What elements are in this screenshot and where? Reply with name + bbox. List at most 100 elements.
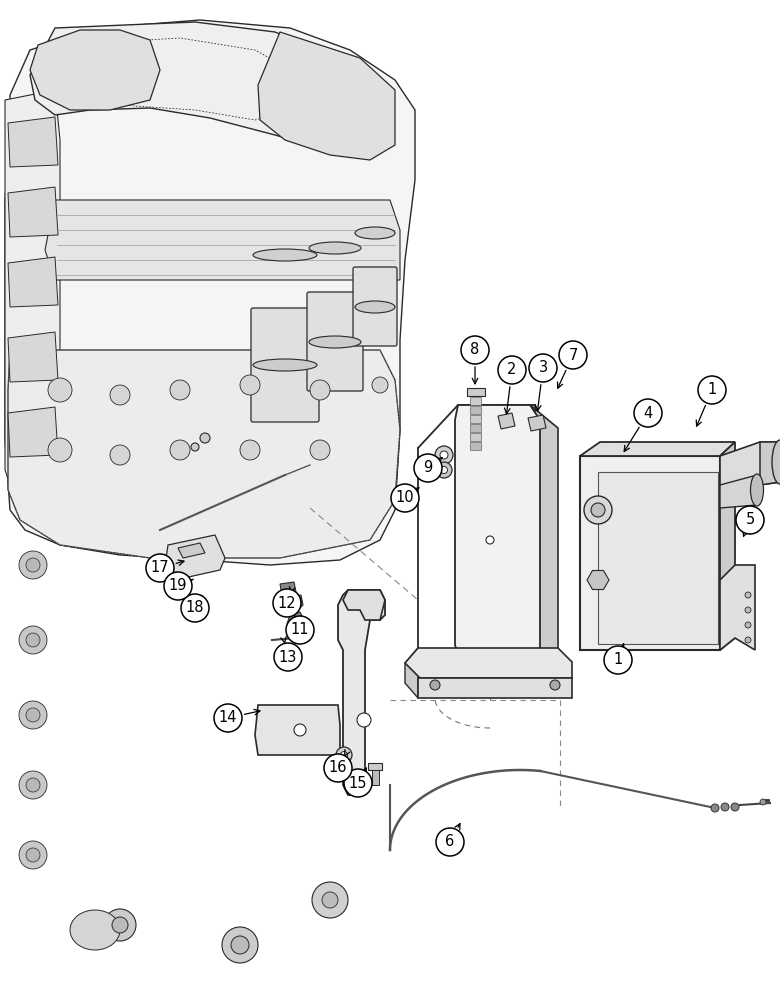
Circle shape [745, 637, 751, 643]
Polygon shape [5, 20, 415, 565]
Circle shape [550, 680, 560, 690]
Polygon shape [338, 590, 385, 795]
Bar [470, 406, 481, 414]
Circle shape [634, 399, 662, 427]
Text: 1: 1 [613, 652, 622, 668]
Circle shape [721, 803, 729, 811]
Polygon shape [405, 648, 572, 678]
Circle shape [170, 380, 190, 400]
Circle shape [164, 572, 192, 600]
Circle shape [357, 713, 371, 727]
Text: 3: 3 [538, 360, 548, 375]
Polygon shape [405, 648, 418, 698]
Circle shape [110, 445, 130, 465]
Polygon shape [255, 705, 340, 755]
Circle shape [736, 506, 764, 534]
Ellipse shape [309, 336, 361, 348]
Circle shape [19, 551, 47, 579]
Circle shape [711, 804, 719, 812]
Circle shape [698, 376, 726, 404]
Circle shape [19, 841, 47, 869]
Circle shape [559, 341, 587, 369]
Circle shape [191, 443, 199, 451]
Circle shape [731, 803, 739, 811]
Circle shape [324, 754, 352, 782]
Polygon shape [45, 200, 400, 280]
Circle shape [310, 380, 330, 400]
Circle shape [26, 848, 40, 862]
Circle shape [181, 594, 209, 622]
Ellipse shape [70, 910, 120, 950]
Polygon shape [580, 442, 735, 456]
Circle shape [48, 378, 72, 402]
Circle shape [372, 377, 388, 393]
Polygon shape [720, 442, 735, 650]
Polygon shape [8, 187, 58, 237]
Polygon shape [467, 388, 485, 396]
Polygon shape [8, 117, 58, 167]
Circle shape [441, 466, 448, 474]
Circle shape [240, 440, 260, 460]
Circle shape [498, 356, 526, 384]
Polygon shape [178, 543, 205, 558]
FancyBboxPatch shape [353, 267, 397, 346]
Text: 4: 4 [644, 406, 653, 420]
Circle shape [436, 462, 452, 478]
Text: 19: 19 [168, 578, 187, 593]
Circle shape [170, 440, 190, 460]
Polygon shape [165, 535, 225, 580]
Circle shape [48, 438, 72, 462]
Text: 5: 5 [746, 512, 754, 528]
Polygon shape [8, 257, 58, 307]
Polygon shape [720, 475, 757, 508]
FancyBboxPatch shape [251, 308, 319, 422]
Polygon shape [280, 582, 296, 598]
Polygon shape [368, 763, 382, 770]
Polygon shape [30, 30, 160, 110]
Polygon shape [372, 770, 379, 785]
Text: 17: 17 [151, 560, 169, 576]
Circle shape [584, 496, 612, 524]
Circle shape [112, 917, 128, 933]
Circle shape [341, 752, 348, 758]
Circle shape [286, 616, 314, 644]
Bar [470, 442, 481, 450]
Circle shape [529, 354, 557, 382]
Polygon shape [760, 442, 780, 485]
Ellipse shape [309, 242, 361, 254]
Circle shape [745, 622, 751, 628]
Text: 12: 12 [278, 595, 296, 610]
Circle shape [273, 589, 301, 617]
Circle shape [240, 375, 260, 395]
Text: 11: 11 [291, 622, 309, 638]
Circle shape [322, 892, 338, 908]
Circle shape [222, 927, 258, 963]
Circle shape [604, 646, 632, 674]
Ellipse shape [355, 301, 395, 313]
FancyBboxPatch shape [307, 292, 363, 391]
Polygon shape [498, 413, 515, 429]
Polygon shape [343, 590, 385, 620]
Text: 6: 6 [445, 834, 455, 850]
Polygon shape [287, 595, 303, 611]
Ellipse shape [253, 359, 317, 371]
Circle shape [26, 708, 40, 722]
Circle shape [19, 771, 47, 799]
Text: 14: 14 [218, 710, 237, 726]
Circle shape [336, 747, 352, 763]
Polygon shape [455, 405, 540, 660]
Bar [470, 415, 481, 423]
Ellipse shape [253, 249, 317, 261]
Bar [470, 397, 481, 405]
Circle shape [214, 704, 242, 732]
Polygon shape [418, 678, 572, 698]
Circle shape [26, 558, 40, 572]
Ellipse shape [772, 440, 780, 484]
Text: 9: 9 [424, 460, 433, 476]
Text: 16: 16 [328, 760, 347, 776]
Polygon shape [8, 350, 400, 558]
Polygon shape [530, 405, 558, 660]
Circle shape [310, 440, 330, 460]
Text: 10: 10 [395, 490, 414, 506]
Polygon shape [587, 570, 609, 590]
